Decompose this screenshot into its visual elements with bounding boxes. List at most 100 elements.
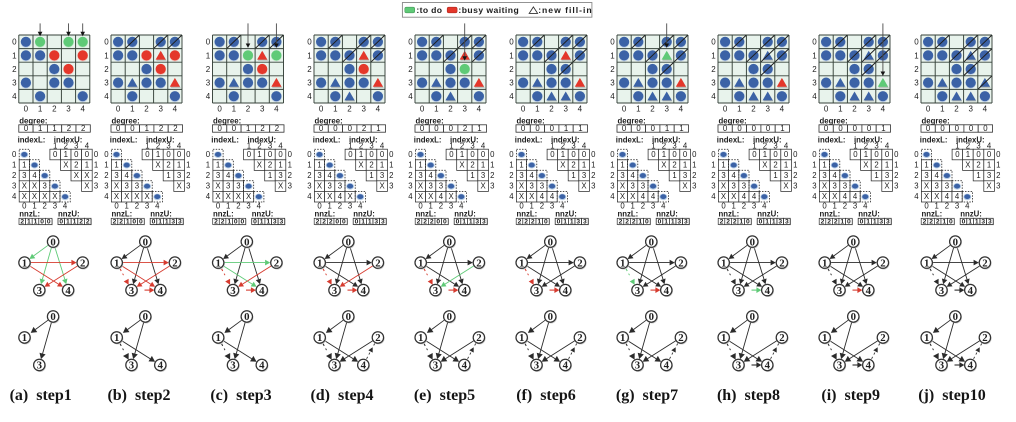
svg-text:3: 3 xyxy=(914,79,919,88)
svg-text:4: 4 xyxy=(560,202,565,211)
svg-text:indexL:: indexL: xyxy=(211,136,239,145)
svg-text:2: 2 xyxy=(463,124,467,133)
svg-text:nnzU:: nnzU: xyxy=(960,209,982,218)
svg-text:3: 3 xyxy=(853,202,857,211)
svg-text:3: 3 xyxy=(104,79,109,88)
svg-text:0: 0 xyxy=(976,150,981,159)
svg-text:4: 4 xyxy=(12,92,17,101)
svg-text:4: 4 xyxy=(155,202,160,211)
svg-text:2: 2 xyxy=(945,202,949,211)
svg-text:4: 4 xyxy=(812,92,817,101)
svg-text:3: 3 xyxy=(268,141,272,150)
svg-text:1: 1 xyxy=(359,150,363,159)
svg-text:(g) step7: (g) step7 xyxy=(616,387,678,404)
svg-text:1: 1 xyxy=(94,160,98,169)
svg-text:0: 0 xyxy=(449,124,454,133)
svg-text:3: 3 xyxy=(732,182,736,191)
svg-text:0: 0 xyxy=(737,124,742,133)
svg-text:0: 0 xyxy=(206,38,211,47)
svg-text:X: X xyxy=(986,182,992,191)
svg-text:X: X xyxy=(731,192,737,201)
svg-text:2: 2 xyxy=(672,160,676,169)
svg-text:1: 1 xyxy=(866,219,870,226)
svg-text:4: 4 xyxy=(945,192,950,201)
svg-text:1: 1 xyxy=(987,160,991,169)
svg-text:4: 4 xyxy=(530,171,535,180)
svg-text:0: 0 xyxy=(53,150,58,159)
svg-text:2: 2 xyxy=(439,202,443,211)
svg-text:2: 2 xyxy=(763,141,767,150)
svg-text:2: 2 xyxy=(894,171,898,180)
svg-text:0: 0 xyxy=(996,150,1001,159)
svg-text:1: 1 xyxy=(114,160,118,169)
svg-text:0: 0 xyxy=(812,150,817,159)
svg-text:0: 0 xyxy=(711,150,716,159)
svg-text:2: 2 xyxy=(914,171,918,180)
svg-text:2: 2 xyxy=(430,219,434,226)
svg-text:2: 2 xyxy=(104,65,109,74)
svg-text:indexU:: indexU: xyxy=(956,136,985,145)
svg-text:3: 3 xyxy=(260,104,265,113)
svg-text:2: 2 xyxy=(914,65,919,74)
svg-text:X: X xyxy=(924,192,930,201)
svg-text:0: 0 xyxy=(521,104,526,113)
svg-text:1: 1 xyxy=(27,219,31,226)
svg-text:4: 4 xyxy=(955,192,960,201)
svg-text:3: 3 xyxy=(226,182,230,191)
svg-text:1: 1 xyxy=(822,332,827,344)
svg-text:1: 1 xyxy=(571,171,575,180)
svg-text:X: X xyxy=(32,192,38,201)
svg-text:2: 2 xyxy=(711,65,716,74)
svg-text:1: 1 xyxy=(307,160,311,169)
svg-text:X: X xyxy=(22,182,28,191)
svg-text:nnzL:: nnzL: xyxy=(820,209,841,218)
svg-text:3: 3 xyxy=(793,182,797,191)
svg-text:3: 3 xyxy=(955,202,959,211)
svg-text:3: 3 xyxy=(987,171,991,180)
svg-text:1: 1 xyxy=(34,219,38,226)
svg-text:3: 3 xyxy=(721,171,725,180)
svg-text:3: 3 xyxy=(981,219,985,226)
svg-text:3: 3 xyxy=(711,182,715,191)
svg-text:X: X xyxy=(379,182,385,191)
svg-text:0: 0 xyxy=(874,150,879,159)
svg-text:4: 4 xyxy=(683,141,688,150)
svg-text:3: 3 xyxy=(752,202,756,211)
svg-text:X: X xyxy=(134,192,140,201)
svg-text:3: 3 xyxy=(866,104,871,113)
svg-text:0: 0 xyxy=(683,150,688,159)
svg-text:2: 2 xyxy=(821,219,825,226)
svg-text:4: 4 xyxy=(914,192,919,201)
svg-text:2: 2 xyxy=(662,141,666,150)
svg-text:2: 2 xyxy=(641,202,645,211)
svg-text:nnzU:: nnzU: xyxy=(858,209,880,218)
svg-text:1: 1 xyxy=(975,219,979,226)
svg-text:1: 1 xyxy=(333,104,338,113)
svg-text:1: 1 xyxy=(665,124,669,133)
svg-text:1: 1 xyxy=(894,160,898,169)
svg-text:1: 1 xyxy=(12,160,16,169)
svg-text:3: 3 xyxy=(935,182,939,191)
svg-text:1: 1 xyxy=(177,160,181,169)
svg-text:1: 1 xyxy=(942,219,946,226)
svg-text::to do: :to do xyxy=(416,5,442,15)
svg-text:1: 1 xyxy=(885,160,889,169)
svg-text:3: 3 xyxy=(125,182,129,191)
svg-text:1: 1 xyxy=(638,219,642,226)
svg-text:1: 1 xyxy=(620,332,625,344)
svg-text:4: 4 xyxy=(752,192,757,201)
svg-text:1: 1 xyxy=(765,219,769,226)
svg-text:1: 1 xyxy=(935,202,939,211)
svg-text:4: 4 xyxy=(12,192,17,201)
svg-text:X: X xyxy=(124,192,130,201)
svg-text:X: X xyxy=(418,192,424,201)
svg-text:2: 2 xyxy=(338,202,342,211)
svg-text:0: 0 xyxy=(851,236,856,248)
svg-text:1: 1 xyxy=(408,51,413,60)
svg-text:2: 2 xyxy=(773,160,777,169)
svg-text:0: 0 xyxy=(152,219,156,226)
svg-text:X: X xyxy=(448,192,454,201)
svg-text:4: 4 xyxy=(866,360,872,372)
svg-text:indexU:: indexU: xyxy=(146,136,175,145)
svg-text:1: 1 xyxy=(976,171,980,180)
